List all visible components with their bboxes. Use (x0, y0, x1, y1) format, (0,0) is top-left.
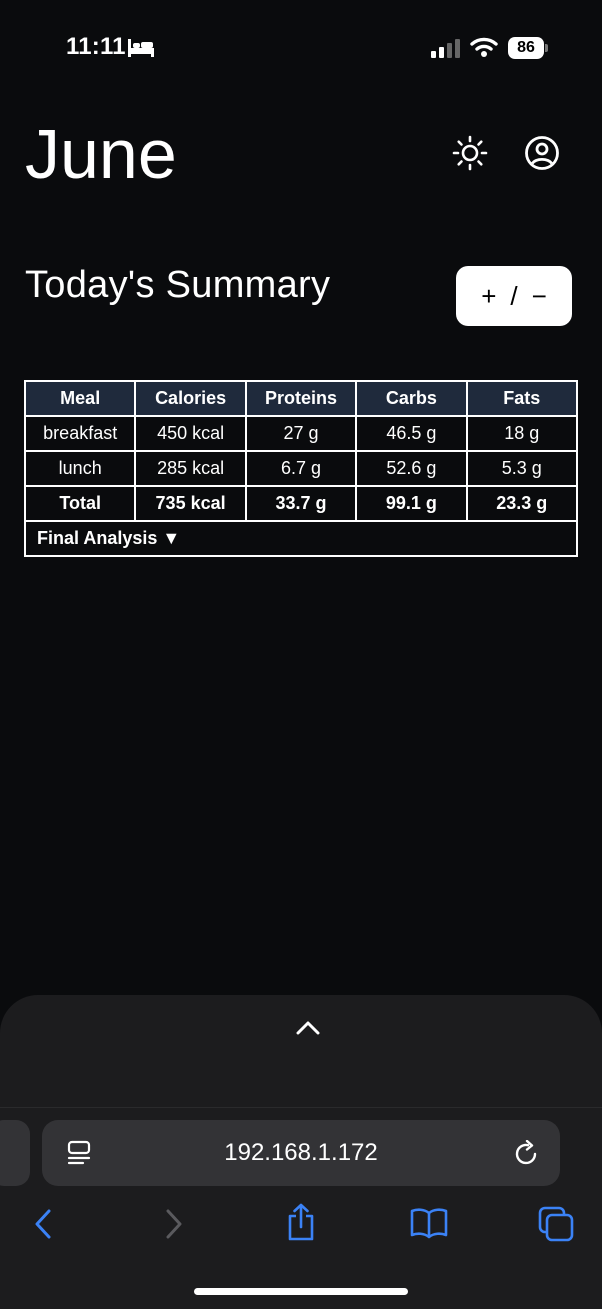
address-bar[interactable]: 192.168.1.172 (42, 1120, 560, 1186)
total-carbs-cell: 99.1 g (355, 485, 468, 522)
carbs-cell: 52.6 g (355, 450, 468, 487)
nutrition-summary-table: Meal Calories Proteins Carbs Fats breakf… (23, 380, 579, 557)
url-text: 192.168.1.172 (224, 1139, 378, 1166)
wifi-icon (470, 36, 498, 63)
chevron-up-icon[interactable] (296, 1019, 320, 1042)
tabs-icon[interactable] (538, 1206, 574, 1247)
forward-arrow-icon[interactable] (163, 1208, 185, 1245)
column-header-carbs: Carbs (355, 380, 468, 417)
table-row: breakfast 450 kcal 27 g 46.5 g 18 g (23, 415, 579, 452)
fats-cell: 5.3 g (465, 450, 579, 487)
status-time: 11:11 (66, 33, 126, 60)
total-label-cell: Total (23, 485, 137, 522)
meal-cell: breakfast (23, 415, 137, 452)
total-proteins-cell: 33.7 g (244, 485, 358, 522)
page-menu-icon[interactable] (66, 1140, 92, 1173)
proteins-cell: 6.7 g (244, 450, 358, 487)
minus-label: − (531, 280, 547, 311)
sleep-mode-icon (127, 37, 155, 64)
bookmarks-icon[interactable] (410, 1207, 448, 1244)
plus-label: + (481, 280, 497, 311)
battery-cap (545, 44, 548, 52)
final-analysis-toggle[interactable]: Final Analysis ▼ (24, 520, 578, 557)
total-calories-cell: 735 kcal (134, 485, 247, 522)
back-arrow-icon[interactable] (32, 1208, 54, 1245)
table-row: lunch 285 kcal 6.7 g 52.6 g 5.3 g (23, 450, 579, 487)
proteins-cell: 27 g (244, 415, 358, 452)
status-bar: 11:11 86 (0, 0, 602, 96)
previous-tab-preview[interactable] (0, 1120, 30, 1186)
theme-toggle-sun-icon[interactable] (452, 135, 488, 176)
final-analysis-row[interactable]: Final Analysis ▼ (24, 520, 578, 557)
total-fats-cell: 23.3 g (465, 485, 579, 522)
page-title: June (25, 115, 177, 193)
total-row: Total 735 kcal 33.7 g 99.1 g 23.3 g (23, 485, 579, 522)
column-header-calories: Calories (134, 380, 247, 417)
meal-cell: lunch (23, 450, 137, 487)
home-indicator (194, 1288, 408, 1295)
browser-bottom-sheet (0, 995, 602, 1115)
user-profile-icon[interactable] (524, 135, 560, 176)
separator-label: / (510, 280, 518, 311)
reload-icon[interactable] (514, 1139, 540, 1173)
calories-cell: 450 kcal (134, 415, 247, 452)
column-header-meal: Meal (23, 380, 137, 417)
share-icon[interactable] (285, 1202, 317, 1247)
cellular-signal-icon (430, 39, 462, 64)
battery-indicator: 86 (508, 37, 544, 59)
column-header-proteins: Proteins (244, 380, 358, 417)
add-remove-meal-button[interactable]: + / − (456, 266, 572, 326)
summary-heading: Today's Summary (25, 264, 331, 306)
calories-cell: 285 kcal (134, 450, 247, 487)
column-header-fats: Fats (465, 380, 579, 417)
carbs-cell: 46.5 g (355, 415, 468, 452)
fats-cell: 18 g (465, 415, 579, 452)
table-header-row: Meal Calories Proteins Carbs Fats (23, 380, 579, 417)
